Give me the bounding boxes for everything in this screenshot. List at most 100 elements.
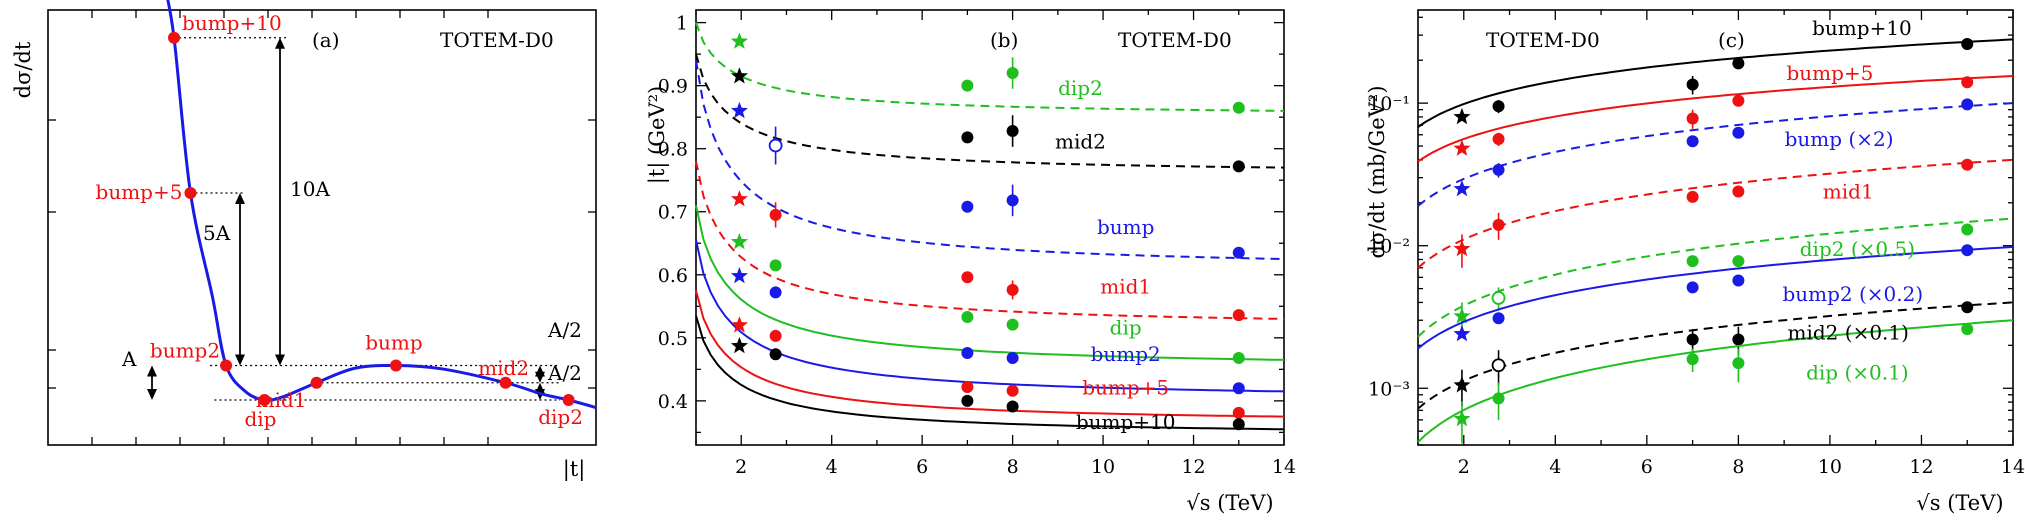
x-tick-label: 8 [1732, 456, 1744, 478]
arrow-A [147, 365, 157, 400]
panel-a-label: (a) [312, 28, 340, 52]
series-mid1 [1417, 158, 2014, 269]
point-marker [769, 259, 782, 272]
arrow-A-head-top [147, 365, 157, 377]
point-marker [1961, 301, 1974, 314]
point-marker [1006, 67, 1019, 80]
y-tick-label: 10⁻² [1368, 236, 1410, 258]
point-marker [1686, 78, 1699, 91]
point-dip2 [562, 394, 575, 406]
y-tick-label: 0.9 [658, 76, 688, 98]
point-marker [1232, 382, 1245, 395]
point-marker [1232, 352, 1245, 364]
fit-line [1417, 319, 2014, 443]
x-tick-label: 10 [1818, 456, 1842, 478]
point-marker [1732, 255, 1745, 268]
point-marker [1686, 135, 1699, 148]
annot-10A: 10A [290, 177, 330, 201]
point-bump [389, 359, 402, 372]
y-tick-label: 0.8 [658, 139, 688, 161]
arrow-10A-head-top [275, 37, 285, 49]
point-bump-5 [184, 187, 197, 199]
series-label-bump: bump [1097, 215, 1154, 239]
panel-b-label: (b) [990, 28, 1018, 52]
series-label-mid1: mid1 [1100, 275, 1151, 299]
point-marker [1732, 94, 1745, 107]
point-marker [1492, 392, 1505, 405]
point-marker [769, 286, 782, 299]
panel-a-curve [166, 0, 597, 410]
x-tick-label: 12 [1181, 456, 1205, 478]
panel-c: (c) TOTEM-D0 dσ/dt (mb/GeV²) √s (TeV) 2 4… [1365, 9, 2025, 515]
open-marker [1491, 291, 1506, 305]
point-marker [961, 131, 974, 144]
point-marker [1006, 384, 1019, 397]
y-tick-label: 0.6 [658, 265, 688, 287]
point-label-bump-5: bump+5 [96, 180, 183, 204]
star-marker [1453, 325, 1471, 342]
panel-c-xlabel: √s (TeV) [1916, 491, 2003, 515]
series-label-bump2-0-2: bump2 (×0.2) [1782, 282, 1923, 306]
panel-c-label: (c) [1718, 28, 1745, 52]
point-marker [1492, 218, 1505, 231]
point-label-mid1: mid1 [256, 388, 307, 412]
series-bump2-0-2 [1417, 244, 2014, 350]
point-marker [1232, 160, 1245, 173]
point-marker [1686, 190, 1699, 203]
star-marker [1453, 139, 1471, 156]
open-marker [1491, 358, 1506, 373]
point-marker [1006, 400, 1019, 413]
series-label-bump-2: bump (×2) [1785, 127, 1894, 151]
star-marker [730, 67, 748, 84]
point-marker [1732, 333, 1745, 346]
point-marker [1232, 418, 1245, 431]
fit-line [695, 161, 1285, 320]
fit-line [695, 53, 1285, 169]
annot-5A: 5A [203, 221, 231, 245]
point-marker [769, 329, 782, 342]
panel-a-xlabel: |t| [563, 457, 586, 482]
point-marker [1961, 37, 1974, 50]
panel-c-frame [1417, 9, 2014, 446]
series-label-bump-5: bump+5 [1082, 376, 1169, 400]
series-label-mid2: mid2 [1055, 130, 1106, 154]
fit-line [695, 290, 1285, 418]
fit-line [1417, 217, 2014, 338]
panel-a: (a) TOTEM-D0 dσ/dt |t| bump+10bump+5bump… [11, 0, 597, 482]
star-marker [730, 267, 748, 284]
panel-a-annotations: 10A 5A A A/2 A/2 [121, 177, 582, 385]
arrow-5A-head-top [235, 193, 245, 204]
point-marker [1732, 274, 1745, 287]
series-label-dip-0-1: dip (×0.1) [1806, 361, 1909, 385]
panel-a-ticks [48, 10, 596, 445]
series-label-bump-5: bump+5 [1786, 61, 1873, 85]
panel-a-guides [147, 37, 560, 401]
x-tick-label: 14 [2001, 456, 2025, 478]
point-marker [1232, 406, 1245, 419]
star-marker [730, 233, 748, 250]
series-label-bump2: bump2 [1091, 342, 1161, 366]
x-tick-label: 12 [1909, 456, 1933, 478]
point-marker [1492, 133, 1505, 146]
point-marker [1961, 244, 1974, 257]
y-tick-label: 10⁻¹ [1368, 93, 1410, 115]
fit-line [695, 60, 1285, 260]
point-marker [769, 348, 782, 361]
x-tick-label: 6 [1641, 456, 1653, 478]
series-label-bump-10: bump+10 [1812, 16, 1912, 40]
panel-c-ylabel: dσ/dt (mb/GeV²) [1365, 85, 1389, 258]
point-marker [1961, 323, 1974, 336]
point-marker [1732, 57, 1745, 70]
point-marker [961, 394, 974, 407]
star-marker [1453, 107, 1471, 125]
panel-b: (b) TOTEM-D0 |t| (GeV²) √s (TeV) 2 4 6 8 10 1… [645, 9, 1296, 515]
fit-line [695, 22, 1285, 112]
point-marker [1492, 163, 1505, 176]
panel-b-header: TOTEM-D0 [1118, 28, 1232, 52]
series-dip-0-1 [1417, 319, 2014, 444]
point-marker [1732, 126, 1745, 139]
series-bump-10 [1417, 37, 2014, 128]
